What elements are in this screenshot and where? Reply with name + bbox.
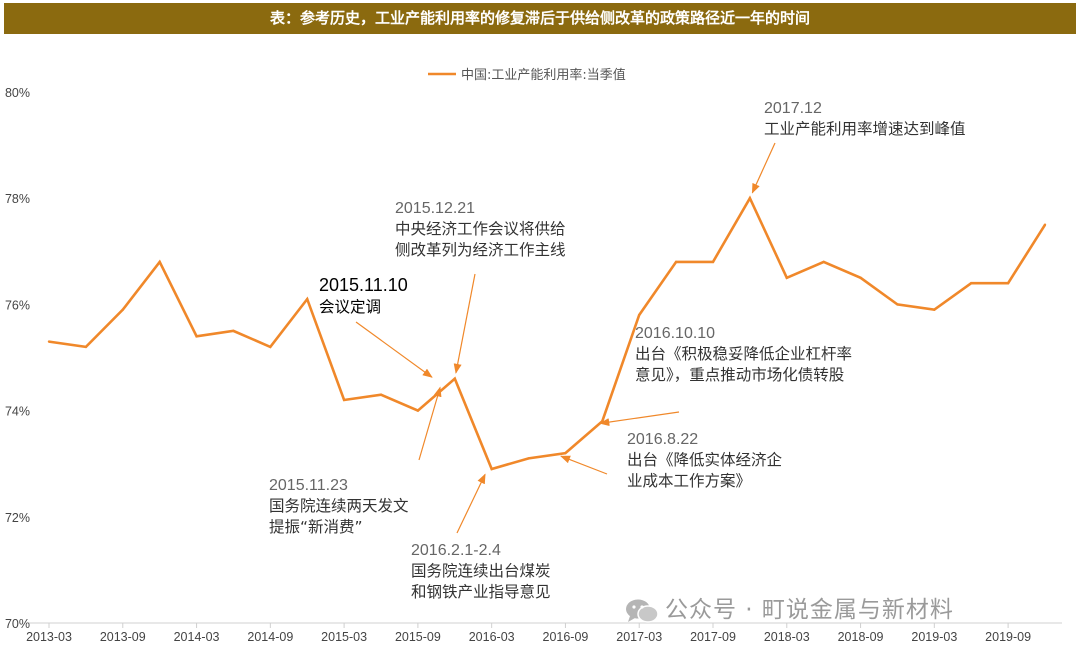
annotation-text: 中央经济工作会议将供给 (395, 220, 566, 238)
x-tick-label: 2018-03 (764, 630, 810, 644)
data-point (527, 457, 530, 460)
arrow-2016-02 (456, 473, 486, 534)
y-tick-label: 78% (5, 192, 30, 206)
y-tick-label: 74% (5, 405, 30, 419)
data-point (269, 345, 272, 349)
arrow-2016-08-22 (560, 455, 608, 475)
annotation-date: 2017.12 (764, 100, 822, 117)
x-tick-label: 2017-09 (690, 630, 736, 644)
annotation-date: 2015.11.10 (319, 275, 408, 295)
arrow-2017-12 (751, 142, 776, 194)
watermark: 公众号 · 町说金属与新材料 (625, 590, 954, 624)
y-tick-label: 76% (5, 298, 30, 312)
x-tick-label: 2018-09 (838, 630, 884, 644)
x-tick-label: 2014-03 (174, 630, 220, 644)
annotation-text: 和钢铁产业指导意见 (411, 582, 551, 601)
x-tick-label: 2014-09 (247, 630, 293, 644)
watermark-text: 公众号 · 町说金属与新材料 (665, 597, 954, 623)
arrow-2015-11-23 (418, 386, 442, 461)
annotation-text: 侧改革列为经济工作主线 (395, 241, 566, 259)
annotation-text: 意见》，重点推动市场化债转股 (635, 365, 844, 384)
data-point (453, 377, 456, 380)
annotation-text: 工业产能利用率增速达到峰值 (764, 120, 966, 138)
annotation: 2015.11.10 会议定调 (319, 275, 408, 316)
data-point (896, 303, 899, 306)
data-point (970, 281, 973, 285)
wechat-icon (626, 599, 659, 623)
annotation-date: 2015.11.23 (269, 477, 348, 494)
data-point (158, 260, 161, 264)
data-point (84, 345, 88, 349)
annotation-text: 出台《降低实体经济企 (627, 451, 783, 469)
data-point (601, 420, 604, 423)
data-point (933, 308, 936, 311)
annotation-date: 2016.2.1-2.4 (411, 542, 501, 559)
data-point (711, 260, 715, 264)
data-point (490, 467, 493, 471)
series-line (48, 195, 1047, 471)
y-tick-label: 80% (5, 86, 30, 100)
arrow-2015-11-10 (355, 321, 433, 378)
legend-label: 中国:工业产能利用率:当季值 (461, 67, 626, 83)
annotation-date: 2016.8.22 (627, 431, 698, 448)
data-point (748, 197, 752, 200)
data-point (232, 329, 235, 333)
annotation-text: 国务院连续两天发文 (269, 496, 409, 515)
data-point (1006, 281, 1010, 285)
arrow-2016-10-10 (599, 411, 680, 427)
data-point (859, 276, 862, 280)
x-tick-label: 2016-09 (543, 630, 589, 644)
x-tick-label: 2013-09 (100, 630, 146, 644)
y-tick-label: 72% (5, 511, 30, 525)
data-point (121, 308, 124, 311)
chart-title-bar: 表：参考历史，工业产能利用率的修复滞后于供给侧改革的政策路径近一年的时间 (4, 3, 1076, 34)
annotation-text: 出台《积极稳妥降低企业杠杆率 (635, 345, 852, 363)
x-tick-label: 2016-03 (469, 630, 515, 644)
annotation: 2017.12 工业产能利用率增速达到峰值 (764, 100, 966, 138)
annotation-text: 提振“新消费” (269, 518, 363, 536)
annotation-text: 会议定调 (319, 298, 381, 316)
x-tick-label: 2019-03 (911, 630, 957, 644)
data-point (822, 260, 825, 264)
data-point (674, 260, 678, 264)
annotation-text: 业成本工作方案》 (627, 472, 751, 490)
data-point (564, 451, 567, 455)
x-tick-label: 2015-09 (395, 630, 441, 644)
data-point (306, 297, 309, 301)
data-point (195, 335, 198, 338)
y-tick-label: 70% (5, 617, 30, 631)
arrow-2015-12-21 (453, 273, 476, 374)
x-tick-label: 2015-03 (321, 630, 367, 644)
data-point (47, 340, 51, 343)
x-tick-label: 2017-03 (616, 630, 662, 644)
data-point (379, 393, 383, 396)
data-point (1043, 223, 1047, 226)
annotation-date: 2016.10.10 (635, 325, 715, 342)
data-point (342, 398, 346, 402)
data-point (638, 313, 641, 317)
annotation-text: 国务院连续出台煤炭 (411, 561, 551, 580)
data-point (416, 409, 420, 412)
x-tick-label: 2019-09 (985, 630, 1031, 644)
x-tick-label: 2013-03 (26, 630, 72, 644)
annotation-date: 2015.12.21 (395, 200, 475, 217)
data-point (785, 276, 788, 280)
